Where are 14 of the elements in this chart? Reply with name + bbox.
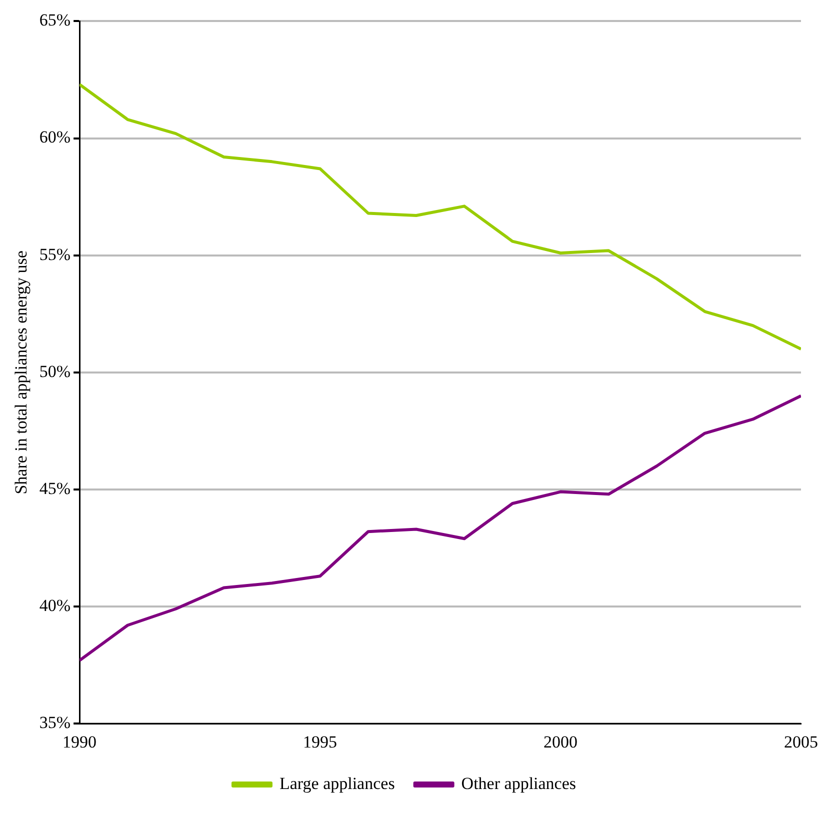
y-tick-label: 40% bbox=[39, 596, 71, 615]
y-tick-label: 60% bbox=[39, 128, 71, 147]
y-tick-label: 35% bbox=[39, 713, 71, 732]
legend-label: Other appliances bbox=[461, 774, 576, 793]
x-tick-label: 1990 bbox=[62, 732, 97, 752]
legend-label: Large appliances bbox=[279, 774, 395, 793]
x-tick-label: 1995 bbox=[303, 732, 338, 752]
y-tick-label: 55% bbox=[39, 244, 71, 264]
x-tick-label: 2005 bbox=[784, 732, 818, 752]
y-axis-title: Share in total appliances energy use bbox=[12, 250, 31, 494]
y-tick-label: 45% bbox=[39, 478, 71, 498]
x-tick-label: 2000 bbox=[544, 732, 578, 752]
y-tick-label: 65% bbox=[39, 10, 71, 30]
y-tick-label: 50% bbox=[39, 362, 71, 381]
